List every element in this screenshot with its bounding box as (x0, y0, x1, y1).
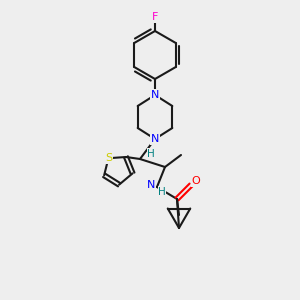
Text: S: S (105, 153, 112, 163)
Text: N: N (151, 90, 159, 100)
Text: H: H (158, 187, 166, 197)
Text: N: N (151, 134, 159, 144)
Text: F: F (152, 12, 158, 22)
Text: N: N (147, 180, 155, 190)
Text: H: H (147, 149, 155, 159)
Text: O: O (192, 176, 200, 186)
